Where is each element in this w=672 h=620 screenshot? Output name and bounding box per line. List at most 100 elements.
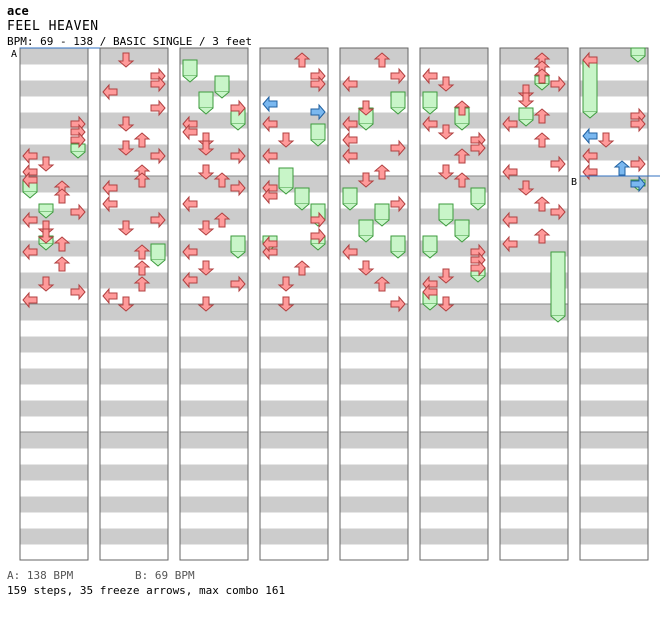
beat-stripe [20, 496, 88, 513]
beat-stripe [340, 528, 408, 545]
down-arrow-icon [37, 228, 55, 244]
left-arrow-icon [502, 235, 518, 253]
beat-stripe [100, 336, 168, 353]
chart-stats: 159 steps, 35 freeze arrows, max combo 1… [7, 584, 286, 597]
freeze-tail [470, 203, 486, 211]
beat-stripe [580, 400, 648, 417]
freeze-tail [230, 251, 246, 259]
beat-stripe [420, 48, 488, 65]
down-arrow-icon [197, 220, 215, 236]
up-arrow-icon [533, 68, 551, 84]
down-arrow-icon [437, 164, 455, 180]
freeze-arrow [390, 235, 406, 253]
right-arrow-icon [310, 227, 326, 245]
freeze-tail [422, 107, 438, 115]
freeze-tail [214, 91, 230, 99]
up-arrow-icon [373, 164, 391, 180]
bpm-legend-b: B: 69 BPM [135, 569, 195, 582]
left-arrow-icon [102, 287, 118, 305]
beat-stripe [100, 496, 168, 513]
right-arrow-icon [150, 147, 166, 165]
down-arrow-icon [437, 76, 455, 92]
left-arrow-icon [342, 243, 358, 261]
freeze-tail [358, 235, 374, 243]
right-arrow-icon [150, 211, 166, 229]
beat-stripe [340, 304, 408, 321]
right-arrow-icon [230, 275, 246, 293]
freeze-arrow [294, 187, 310, 205]
song-title: FEEL HEAVEN [7, 19, 99, 34]
freeze-arrow [358, 219, 374, 237]
freeze-arrow [422, 235, 438, 253]
beat-stripe [20, 336, 88, 353]
freeze-tail [22, 191, 38, 199]
freeze-tail [294, 203, 310, 211]
column-border [419, 47, 489, 561]
left-arrow-icon [22, 147, 38, 165]
freeze-tail [182, 75, 198, 83]
right-arrow-icon [310, 211, 326, 229]
freeze-tail [38, 243, 54, 251]
freeze-tail [550, 315, 566, 323]
down-arrow-icon [517, 92, 535, 108]
beat-stripe [20, 432, 88, 449]
left-arrow-icon [502, 211, 518, 229]
freeze-tail [150, 259, 166, 267]
beat-stripe [180, 432, 248, 449]
up-arrow-icon [213, 212, 231, 228]
left-arrow-icon [102, 195, 118, 213]
down-arrow-icon [357, 260, 375, 276]
left-arrow-blue-icon [582, 127, 598, 145]
right-arrow-icon [390, 195, 406, 213]
beat-stripe [260, 432, 328, 449]
right-arrow-icon [230, 179, 246, 197]
down-arrow-icon [117, 140, 135, 156]
beat-stripe [180, 304, 248, 321]
beat-stripe [340, 464, 408, 481]
right-arrow-icon [150, 99, 166, 117]
freeze-arrow [230, 235, 246, 253]
beat-stripe [420, 496, 488, 513]
freeze-tail [582, 111, 598, 119]
down-arrow-icon [117, 220, 135, 236]
up-arrow-icon [453, 100, 471, 116]
bpm-legend-a: A: 138 BPM [7, 569, 74, 582]
beat-stripe [500, 144, 568, 161]
up-arrow-icon [133, 132, 151, 148]
right-arrow-icon [630, 115, 646, 133]
beat-stripe [580, 368, 648, 385]
right-arrow-icon [550, 155, 566, 173]
up-arrow-blue-icon [613, 160, 631, 176]
beat-stripe [260, 464, 328, 481]
beat-stripe [20, 400, 88, 417]
beat-stripe [100, 528, 168, 545]
beat-stripe [340, 336, 408, 353]
up-arrow-icon [133, 172, 151, 188]
up-arrow-icon [133, 276, 151, 292]
freeze-arrow [150, 243, 166, 261]
down-arrow-icon [277, 132, 295, 148]
beat-stripe [180, 368, 248, 385]
right-arrow-icon [390, 67, 406, 85]
left-arrow-icon [342, 131, 358, 149]
right-arrow-icon [630, 155, 646, 173]
up-arrow-icon [133, 260, 151, 276]
beat-stripe [180, 464, 248, 481]
freeze-tail [70, 151, 86, 159]
down-arrow-icon [437, 268, 455, 284]
freeze-tail [534, 83, 550, 91]
bpm-marker-label: A [11, 49, 17, 60]
down-arrow-icon [197, 140, 215, 156]
left-arrow-icon [502, 163, 518, 181]
chart-info: BPM: 69 - 138 / BASIC SINGLE / 3 feet [7, 35, 253, 48]
beat-stripe [580, 240, 648, 257]
beat-stripe [580, 336, 648, 353]
beat-stripe [580, 528, 648, 545]
beat-stripe [100, 400, 168, 417]
left-arrow-icon [342, 115, 358, 133]
freeze-tail [390, 251, 406, 259]
beat-stripe [580, 464, 648, 481]
beat-stripe [340, 400, 408, 417]
freeze-tail [38, 211, 54, 219]
beat-stripe [420, 464, 488, 481]
